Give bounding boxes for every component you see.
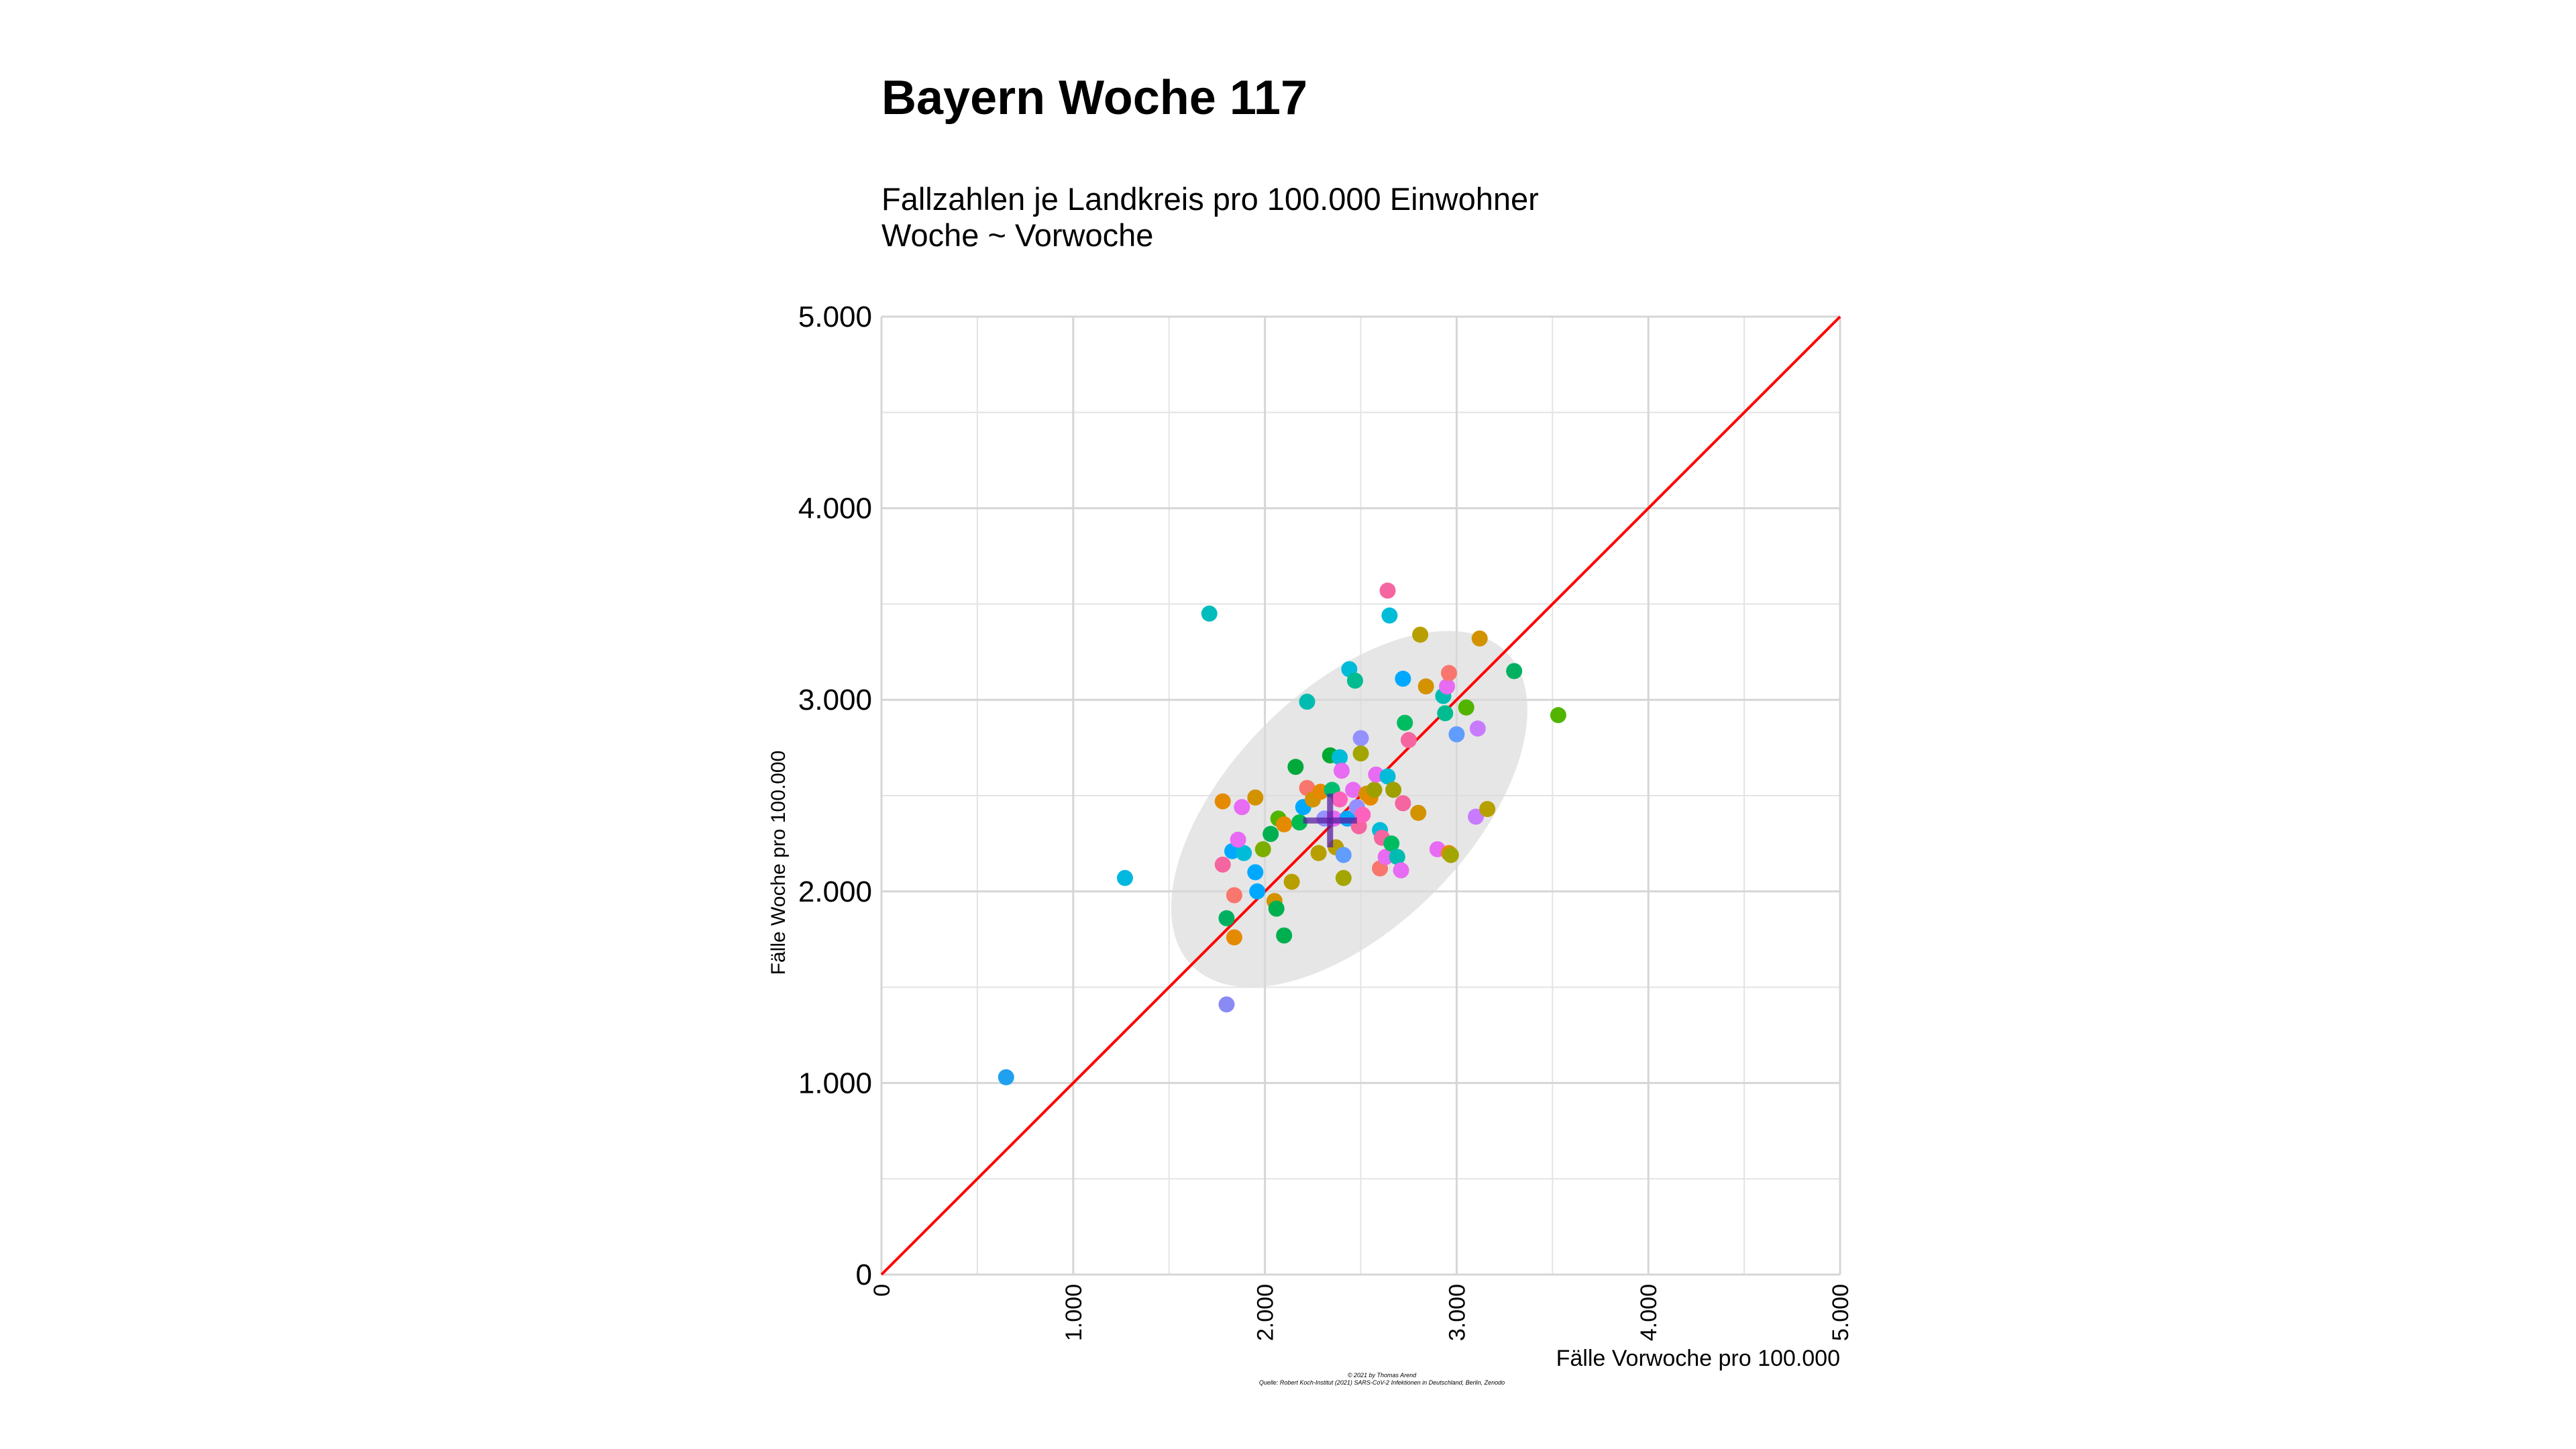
data-point <box>1335 847 1352 863</box>
data-point <box>1299 694 1316 710</box>
grid-layer <box>880 315 1841 1276</box>
data-point <box>1283 873 1300 890</box>
y-tick-label: 5.000 <box>798 301 872 333</box>
data-point <box>998 1069 1014 1085</box>
data-point <box>1332 791 1348 808</box>
x-tick-label: 0 <box>869 1284 895 1297</box>
data-point <box>1345 782 1362 798</box>
data-point <box>1469 720 1486 737</box>
data-point <box>1276 816 1293 833</box>
data-point <box>1395 670 1411 687</box>
data-point <box>1268 900 1285 917</box>
data-point <box>1214 793 1231 810</box>
data-point <box>1335 869 1352 886</box>
data-point <box>1417 678 1434 695</box>
data-point <box>1230 831 1246 848</box>
data-point <box>1385 782 1402 798</box>
data-point <box>1247 789 1264 806</box>
chart-title: Bayern Woche 117 <box>881 71 1307 125</box>
data-point <box>1254 841 1271 857</box>
data-point <box>1458 699 1474 716</box>
data-point <box>1247 864 1264 881</box>
data-point <box>1249 883 1266 900</box>
chart-subtitle-line-1: Fallzahlen je Landkreis pro 100.000 Einw… <box>881 181 1539 217</box>
data-point <box>1236 845 1252 861</box>
data-point <box>1479 800 1496 817</box>
data-point <box>1287 759 1304 775</box>
data-point <box>1263 826 1279 843</box>
data-point <box>1276 927 1293 944</box>
data-point <box>1381 607 1398 624</box>
data-point <box>1379 582 1396 599</box>
x-tick-label: 5.000 <box>1828 1284 1854 1341</box>
data-point <box>1412 627 1429 643</box>
data-point <box>1397 714 1413 731</box>
data-point <box>1506 663 1523 680</box>
x-tick-label: 3.000 <box>1444 1284 1470 1341</box>
data-point <box>1346 672 1363 689</box>
mean-marker-layer <box>1303 794 1357 848</box>
caption-line-1: © 2021 by Thomas Arend <box>1347 1372 1417 1379</box>
data-point <box>1437 705 1454 722</box>
data-point <box>1471 630 1488 647</box>
y-tick-label: 0 <box>856 1258 872 1291</box>
data-point <box>1310 845 1327 861</box>
caption-line-2: Quelle: Robert Koch-Institut (2021) SARS… <box>1258 1379 1505 1386</box>
data-point <box>1214 856 1231 873</box>
data-point <box>1550 707 1566 724</box>
x-tick-label: 1.000 <box>1061 1284 1087 1341</box>
data-point <box>1366 782 1383 798</box>
data-point <box>1352 745 1369 762</box>
data-point <box>1379 768 1396 785</box>
y-axis-label: Fälle Woche pro 100.000 <box>767 751 790 975</box>
axis-labels-layer: 0 1.000 2.000 3.000 4.000 5.000 0 1.000 2.000 3.0… <box>767 301 1854 1371</box>
y-tick-label: 1.000 <box>798 1067 872 1099</box>
data-point <box>1393 862 1409 879</box>
data-point <box>1377 849 1394 865</box>
data-point <box>1226 929 1242 946</box>
data-points-layer <box>998 582 1566 1085</box>
source-caption: © 2021 by Thomas Arend Quelle: Robert Ko… <box>1140 1372 1623 1387</box>
data-point <box>1383 835 1400 852</box>
chart-subtitle: Fallzahlen je Landkreis pro 100.000 Einw… <box>881 181 1539 254</box>
data-point <box>1440 665 1457 682</box>
x-tick-label: 4.000 <box>1636 1284 1662 1341</box>
data-point <box>1442 847 1459 863</box>
data-point <box>1218 910 1235 926</box>
data-point <box>1410 804 1427 821</box>
y-tick-label: 3.000 <box>798 684 872 716</box>
data-point <box>1116 869 1133 886</box>
data-point <box>1218 996 1235 1013</box>
chart-subtitle-line-2: Woche ~ Vorwoche <box>881 217 1154 253</box>
data-point <box>1354 806 1371 823</box>
y-tick-label: 4.000 <box>798 492 872 525</box>
data-point <box>1395 795 1411 812</box>
data-point <box>1352 730 1369 747</box>
x-tick-label: 2.000 <box>1253 1284 1279 1341</box>
x-axis-label: Fälle Vorwoche pro 100.000 <box>1556 1346 1840 1371</box>
data-point <box>1389 849 1405 865</box>
data-point <box>1467 808 1484 825</box>
data-point <box>1333 762 1350 779</box>
data-point <box>1201 605 1218 622</box>
data-point <box>1226 887 1242 904</box>
y-tick-label: 2.000 <box>798 875 872 908</box>
data-point <box>1234 799 1250 816</box>
data-point <box>1448 726 1465 743</box>
data-point <box>1332 749 1348 765</box>
data-point <box>1400 732 1417 749</box>
data-point <box>1439 678 1456 695</box>
